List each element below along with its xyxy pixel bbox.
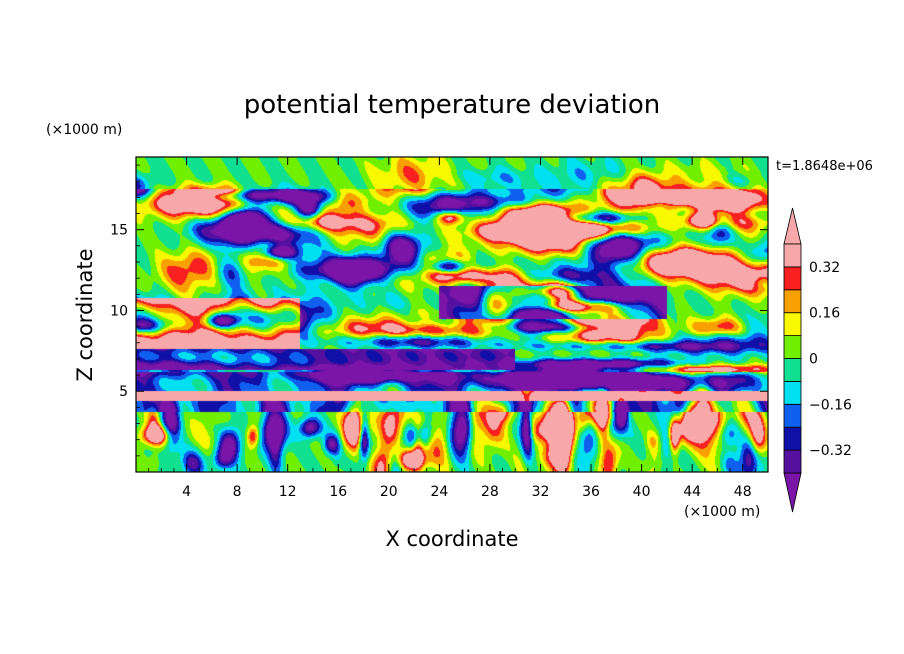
x-tick-label: 20	[380, 484, 398, 500]
x-tick-label: 12	[279, 484, 297, 500]
colorbar: 0.32 0.16 0 −0.16 −0.32	[783, 207, 852, 513]
colorbar-box	[783, 449, 802, 474]
colorbar-label: 0.16	[809, 306, 840, 322]
y-unit-label: (×1000 m)	[46, 122, 122, 138]
colorbar-box	[783, 335, 802, 359]
colorbar-extend-bottom	[783, 472, 802, 513]
y-axis-label: Z coordinate	[73, 248, 97, 381]
x-tick-label: 24	[430, 484, 448, 500]
x-axis-label: X coordinate	[385, 527, 518, 551]
y-tick-label: 15	[110, 223, 128, 239]
colorbar-label: 0.32	[809, 260, 840, 276]
colorbar-box	[783, 426, 802, 451]
colorbar-box	[783, 403, 802, 428]
x-tick-label: 36	[582, 484, 600, 500]
x-tick-label: 44	[683, 484, 701, 500]
chart-title: potential temperature deviation	[244, 90, 660, 120]
colorbar-label: 0	[809, 352, 818, 368]
colorbar-box	[783, 312, 802, 337]
y-axis: 5 10 15	[110, 164, 768, 457]
colorbar-box	[783, 289, 802, 314]
y-tick-label: 5	[119, 384, 128, 400]
x-tick-label: 48	[734, 484, 752, 500]
heatmap-field	[136, 157, 768, 472]
x-tick-label: 28	[481, 484, 499, 500]
x-axis: 4 8 12 16 20 24 28 32 36 40 44 48	[148, 157, 756, 500]
colorbar-label: −0.32	[809, 443, 852, 459]
x-tick-label: 16	[329, 484, 347, 500]
colorbar-box	[783, 266, 802, 291]
colorbar-box	[783, 243, 802, 268]
colorbar-label: −0.16	[809, 397, 852, 413]
colorbar-box	[783, 380, 802, 405]
time-label: t=1.8648e+06	[776, 159, 873, 174]
x-tick-label: 4	[182, 484, 191, 500]
heatmap-image	[136, 157, 768, 472]
colorbar-box	[783, 358, 802, 382]
x-tick-label: 8	[233, 484, 242, 500]
x-tick-label: 32	[532, 484, 550, 500]
y-tick-label: 10	[110, 303, 128, 319]
x-tick-label: 40	[633, 484, 651, 500]
colorbar-extend-top	[783, 207, 802, 245]
x-unit-label: (×1000 m)	[684, 504, 760, 520]
